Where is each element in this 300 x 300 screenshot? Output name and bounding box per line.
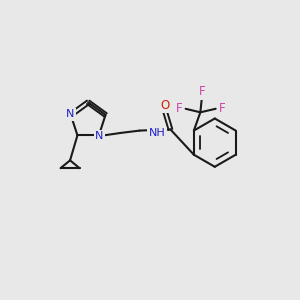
- Text: N: N: [66, 109, 74, 119]
- Text: NH: NH: [149, 128, 166, 138]
- Text: F: F: [199, 85, 206, 98]
- Text: F: F: [176, 102, 182, 115]
- Text: N: N: [95, 131, 104, 141]
- Text: O: O: [160, 99, 169, 112]
- Text: F: F: [219, 102, 225, 115]
